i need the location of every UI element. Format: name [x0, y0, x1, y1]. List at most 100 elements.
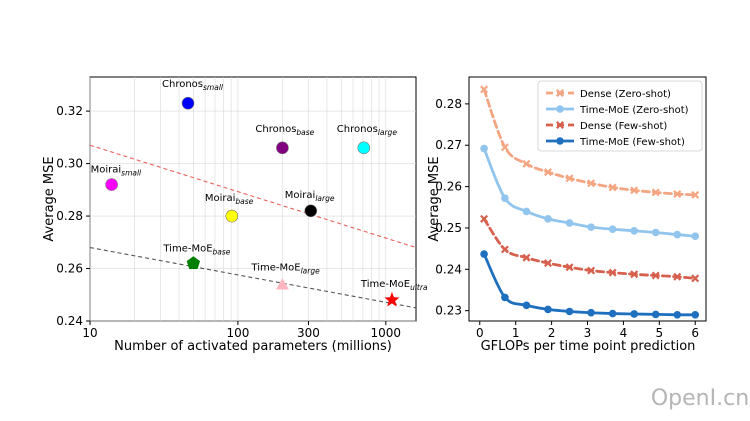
right-x-tick-label: 3 — [584, 326, 592, 340]
series-point — [691, 232, 700, 241]
series-point — [544, 168, 552, 177]
series-point — [522, 207, 531, 216]
series-point — [673, 310, 682, 319]
series-point — [501, 293, 509, 302]
legend-box — [537, 80, 703, 152]
series-point — [480, 85, 489, 94]
series-point — [522, 301, 531, 310]
series-point — [565, 219, 574, 227]
right-y-tick-label: 0.24 — [435, 262, 462, 276]
right-ticks: 0 1 2 3 4 5 6 0.23 0.24 0.25 0.26 0.27 0.28 — [435, 97, 699, 340]
point-time-moe-ultra-label: Time-MoEultra — [360, 279, 428, 292]
right-x-tick-label: 0 — [476, 326, 484, 340]
point-time-moe-ultra-marker — [384, 292, 400, 307]
series-point — [544, 215, 552, 223]
left-x-axis-label: Number of activated parameters (millions… — [114, 339, 392, 354]
left-points: Chronossmall Chronosbase Chronoslarge Moira… — [91, 79, 428, 307]
left-x-tick-label: 1000 — [371, 326, 402, 340]
right-y-tick-label: 0.25 — [435, 221, 462, 235]
series-point — [565, 174, 574, 183]
series-point — [587, 179, 596, 188]
point-time-moe-large-marker — [275, 278, 289, 290]
legend-label-4: Time-MoE (Few-shot) — [579, 137, 685, 148]
right-x-axis-label: GFLOPs per time point prediction — [481, 339, 696, 354]
series-point — [544, 305, 552, 314]
point-time-moe-base-marker — [186, 256, 201, 269]
legend: Dense (Zero-shot) Time-MoE (Zero-shot) Den… — [537, 80, 703, 152]
legend-label-2: Time-MoE (Zero-shot) — [579, 105, 689, 116]
series-point — [691, 274, 700, 283]
series-point — [522, 159, 531, 168]
series-point — [480, 214, 489, 223]
series-1 — [480, 85, 700, 199]
series-point — [673, 190, 682, 199]
point-chronos-base-marker — [276, 141, 289, 155]
series-point — [608, 268, 617, 277]
trendline-1 — [89, 144, 417, 249]
series-point — [673, 272, 682, 281]
series-3 — [480, 214, 700, 283]
point-chronos-large-label: Chronoslarge — [337, 124, 398, 137]
series-point — [630, 186, 639, 195]
series-4 — [480, 250, 700, 319]
series-point — [691, 310, 700, 319]
point-chronos-small-label: Chronossmall — [162, 79, 224, 92]
point-time-moe-large-label: Time-MoElarge — [250, 262, 320, 275]
series-point — [565, 263, 574, 272]
point-moirai-large-label: Moirailarge — [285, 190, 335, 203]
point-moirai-small-marker — [105, 178, 118, 191]
right-x-tick-label: 4 — [620, 326, 628, 340]
series-point — [587, 266, 596, 275]
right-y-tick-label: 0.27 — [435, 138, 462, 152]
legend-label-3: Dense (Few-shot) — [580, 121, 667, 132]
series-point — [630, 270, 639, 279]
series-point — [673, 230, 682, 239]
left-x-tick-label: 300 — [297, 326, 320, 340]
right-series — [480, 85, 700, 319]
series-2 — [480, 144, 700, 241]
series-point — [522, 253, 531, 262]
series-point — [544, 259, 552, 268]
trendline-2 — [89, 246, 417, 309]
series-point — [630, 227, 638, 235]
series-point — [651, 188, 660, 197]
right-x-tick-label: 2 — [548, 326, 556, 340]
point-chronos-small-marker — [181, 96, 195, 110]
point-moirai-base-marker — [225, 209, 239, 223]
legend-marker-3 — [556, 121, 564, 129]
point-time-moe-base-label: Time-MoEbase — [162, 243, 230, 256]
left-trendlines — [89, 144, 417, 309]
point-chronos-large-marker — [357, 141, 371, 155]
series-point — [587, 308, 595, 317]
left-grid — [89, 77, 416, 322]
watermark: OpenI.cn — [651, 386, 749, 411]
point-moirai-small-label: Moiraismall — [91, 165, 142, 178]
left-plot-area — [89, 76, 417, 322]
left-y-axis-label: Average MSE — [42, 156, 57, 241]
series-point — [565, 307, 574, 316]
point-chronos-base-label: Chronosbase — [255, 124, 314, 137]
left-y-tick-label: 0.32 — [56, 104, 83, 118]
left-y-tick-label: 0.26 — [56, 262, 83, 276]
legend-marker-4 — [556, 137, 564, 145]
series-point — [651, 228, 660, 237]
right-y-tick-label: 0.26 — [435, 180, 462, 194]
right-x-tick-label: 6 — [691, 326, 699, 340]
series-point — [651, 271, 660, 280]
right-y-tick-label: 0.23 — [435, 304, 462, 318]
series-point — [608, 183, 617, 192]
left-y-tick-label: 0.28 — [56, 209, 83, 223]
left-y-tick-label: 0.30 — [56, 157, 83, 171]
right-x-tick-label: 5 — [655, 326, 663, 340]
right-y-tick-label: 0.28 — [435, 97, 462, 111]
series-point — [630, 310, 638, 318]
series-point — [500, 245, 509, 254]
legend-marker-1 — [556, 89, 564, 97]
left-x-tick-label: 10 — [82, 326, 97, 340]
legend-label-1: Dense (Zero-shot) — [580, 89, 671, 100]
series-point — [587, 223, 595, 231]
right-x-tick-label: 1 — [512, 326, 520, 340]
series-point — [608, 225, 617, 233]
series-point — [608, 309, 617, 318]
